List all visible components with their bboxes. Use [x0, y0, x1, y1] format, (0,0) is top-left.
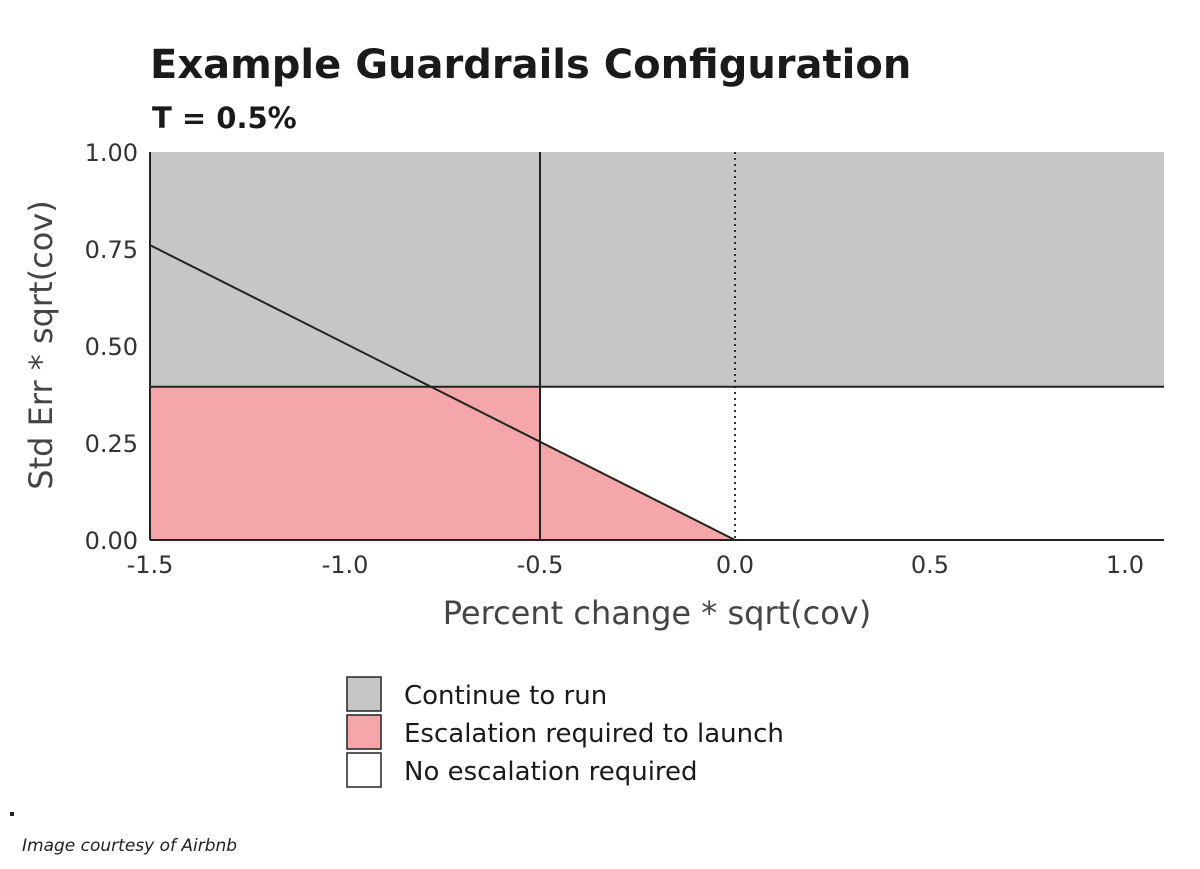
- bullet-dot: [10, 812, 14, 816]
- x-tick-label: -1.5: [127, 551, 174, 579]
- x-tick-label: -1.0: [322, 551, 369, 579]
- x-tick-label: 0.0: [716, 551, 754, 579]
- legend-label: Continue to run: [404, 681, 607, 711]
- chart-subtitle: T = 0.5%: [152, 101, 297, 135]
- y-tick-label: 0.25: [85, 430, 138, 458]
- y-tick-label: 1.00: [85, 139, 138, 167]
- y-axis-label: Std Err * sqrt(cov): [22, 200, 60, 489]
- legend-swatch: [346, 752, 382, 788]
- y-tick-label: 0.00: [85, 527, 138, 555]
- legend-label: Escalation required to launch: [404, 719, 784, 749]
- plot-area: [149, 152, 1164, 541]
- region-continue-to-run: [150, 152, 1164, 387]
- image-caption: Image courtesy of Airbnb: [22, 836, 238, 856]
- legend: Continue to run Escalation required to la…: [346, 676, 784, 788]
- x-axis-label: Percent change * sqrt(cov): [443, 594, 871, 632]
- axis-ticks: -1.5 -1.0 -0.5 0.0 0.5 1.0 0.00 0.25 0.50 0.75 1.0…: [85, 139, 1145, 579]
- x-tick-label: 1.0: [1106, 551, 1144, 579]
- legend-swatch: [346, 714, 382, 750]
- diagonal-boundary-line: [149, 244, 736, 541]
- x-tick-label: -0.5: [517, 551, 564, 579]
- region-escalation-box: [150, 386, 540, 540]
- y-tick-label: 0.75: [85, 236, 138, 264]
- chart-title: Example Guardrails Configuration: [150, 42, 911, 88]
- legend-swatch: [346, 676, 382, 712]
- x-tick-label: 0.5: [911, 551, 949, 579]
- legend-label: No escalation required: [404, 757, 698, 787]
- y-tick-label: 0.50: [85, 333, 138, 361]
